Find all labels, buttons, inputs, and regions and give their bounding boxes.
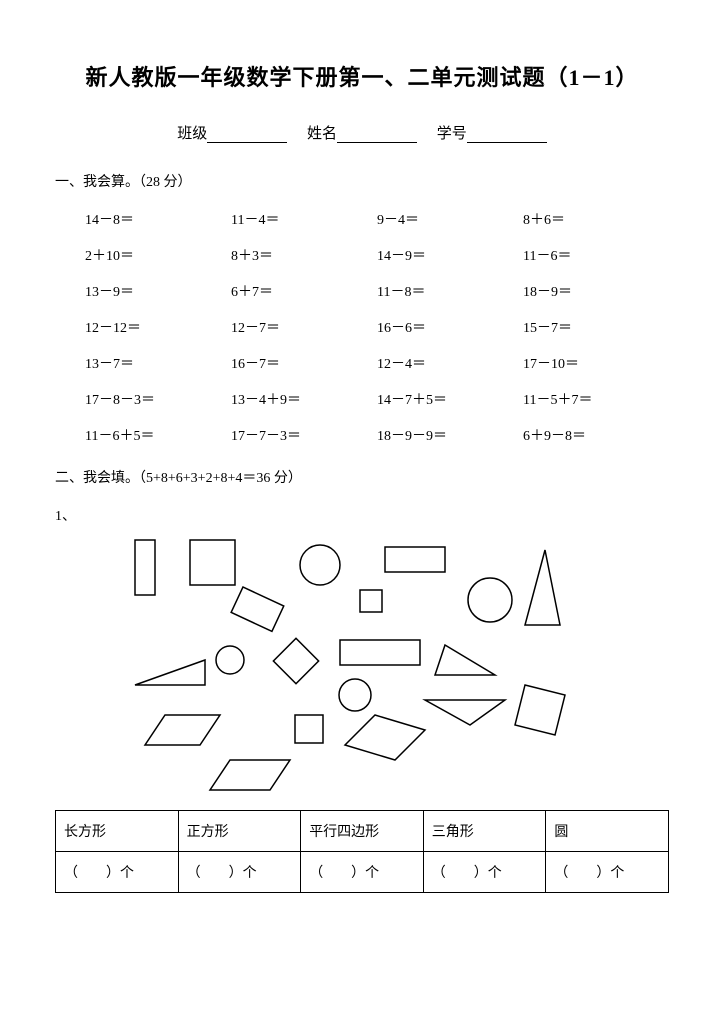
problem-cell: 8＋3＝ — [231, 245, 377, 265]
problem-cell: 17－7－3＝ — [231, 425, 377, 445]
problem-cell: 11－4＝ — [231, 209, 377, 229]
parallelogram-shape — [145, 715, 220, 745]
table-header-cell: 长方形 — [56, 811, 179, 852]
shapes-count-table: 长方形 正方形 平行四边形 三角形 圆 （ ）个 （ ）个 （ ）个 （ ）个 … — [55, 810, 669, 893]
square-shape — [360, 590, 382, 612]
square-shape — [295, 715, 323, 743]
shapes-diagram — [75, 535, 669, 805]
table-answer-cell[interactable]: （ ）个 — [178, 852, 301, 893]
rectangle-shape — [385, 547, 445, 572]
section2-heading: 二、我会填。（5+8+6+3+2+8+4＝36 分） — [55, 467, 669, 487]
table-header-cell: 圆 — [546, 811, 669, 852]
number-label: 学号 — [437, 126, 467, 142]
circle-shape — [468, 578, 512, 622]
problem-cell: 11－6＝ — [523, 245, 669, 265]
table-header-cell: 三角形 — [423, 811, 546, 852]
problem-cell: 18－9－9＝ — [377, 425, 523, 445]
problems-grid: 14－8＝ 11－4＝ 9－4＝ 8＋6＝ 2＋10＝ 8＋3＝ 14－9＝ 1… — [85, 209, 669, 445]
problems-row: 2＋10＝ 8＋3＝ 14－9＝ 11－6＝ — [85, 245, 669, 265]
problem-cell: 17－8－3＝ — [85, 389, 231, 409]
class-field: 班级 — [177, 122, 287, 143]
rectangle-shape — [135, 540, 155, 595]
square-shape — [190, 540, 235, 585]
problem-cell: 14－7＋5＝ — [377, 389, 523, 409]
problems-row: 14－8＝ 11－4＝ 9－4＝ 8＋6＝ — [85, 209, 669, 229]
parallelogram-shape — [515, 685, 565, 735]
triangle-shape — [525, 550, 560, 625]
table-header-cell: 平行四边形 — [301, 811, 424, 852]
name-field: 姓名 — [307, 122, 417, 143]
name-underline[interactable] — [337, 125, 417, 143]
rectangle-shape — [340, 640, 420, 665]
table-answer-cell[interactable]: （ ）个 — [423, 852, 546, 893]
class-label: 班级 — [177, 126, 207, 142]
problem-cell: 9－4＝ — [377, 209, 523, 229]
triangle-shape — [425, 700, 505, 725]
circle-shape — [300, 545, 340, 585]
problems-row: 13－9＝ 6＋7＝ 11－8＝ 18－9＝ — [85, 281, 669, 301]
table-row: （ ）个 （ ）个 （ ）个 （ ）个 （ ）个 — [56, 852, 669, 893]
item-label: 1、 — [55, 505, 669, 525]
problem-cell: 13－7＝ — [85, 353, 231, 373]
number-field: 学号 — [437, 122, 547, 143]
problem-cell: 2＋10＝ — [85, 245, 231, 265]
problem-cell: 12－12＝ — [85, 317, 231, 337]
problems-row: 12－12＝ 12－7＝ 16－6＝ 15－7＝ — [85, 317, 669, 337]
parallelogram-shape — [210, 760, 290, 790]
class-underline[interactable] — [207, 125, 287, 143]
rectangle-shape — [231, 587, 284, 631]
problem-cell: 8＋6＝ — [523, 209, 669, 229]
problem-cell: 14－9＝ — [377, 245, 523, 265]
number-underline[interactable] — [467, 125, 547, 143]
circle-shape — [216, 646, 244, 674]
triangle-shape — [435, 645, 495, 675]
table-header-cell: 正方形 — [178, 811, 301, 852]
triangle-shape — [135, 660, 205, 685]
name-label: 姓名 — [307, 126, 337, 142]
student-info-row: 班级 姓名 学号 — [55, 122, 669, 143]
problem-cell: 13－9＝ — [85, 281, 231, 301]
problem-cell: 18－9＝ — [523, 281, 669, 301]
problem-cell: 14－8＝ — [85, 209, 231, 229]
parallelogram-shape — [345, 715, 425, 760]
problem-cell: 16－7＝ — [231, 353, 377, 373]
circle-shape — [339, 679, 371, 711]
problem-cell: 6＋7＝ — [231, 281, 377, 301]
problem-cell: 13－4＋9＝ — [231, 389, 377, 409]
table-answer-cell[interactable]: （ ）个 — [301, 852, 424, 893]
table-row: 长方形 正方形 平行四边形 三角形 圆 — [56, 811, 669, 852]
problem-cell: 12－4＝ — [377, 353, 523, 373]
problem-cell: 15－7＝ — [523, 317, 669, 337]
problem-cell: 16－6＝ — [377, 317, 523, 337]
table-answer-cell[interactable]: （ ）个 — [546, 852, 669, 893]
problem-cell: 11－6＋5＝ — [85, 425, 231, 445]
section1-heading: 一、我会算。（28 分） — [55, 171, 669, 191]
problem-cell: 12－7＝ — [231, 317, 377, 337]
problem-cell: 11－8＝ — [377, 281, 523, 301]
problems-row: 11－6＋5＝ 17－7－3＝ 18－9－9＝ 6＋9－8＝ — [85, 425, 669, 445]
problems-row: 17－8－3＝ 13－4＋9＝ 14－7＋5＝ 11－5＋7＝ — [85, 389, 669, 409]
problem-cell: 17－10＝ — [523, 353, 669, 373]
page-title: 新人教版一年级数学下册第一、二单元测试题（1－1） — [55, 60, 669, 92]
problems-row: 13－7＝ 16－7＝ 12－4＝ 17－10＝ — [85, 353, 669, 373]
square-shape — [273, 638, 318, 683]
table-answer-cell[interactable]: （ ）个 — [56, 852, 179, 893]
problem-cell: 11－5＋7＝ — [523, 389, 669, 409]
problem-cell: 6＋9－8＝ — [523, 425, 669, 445]
